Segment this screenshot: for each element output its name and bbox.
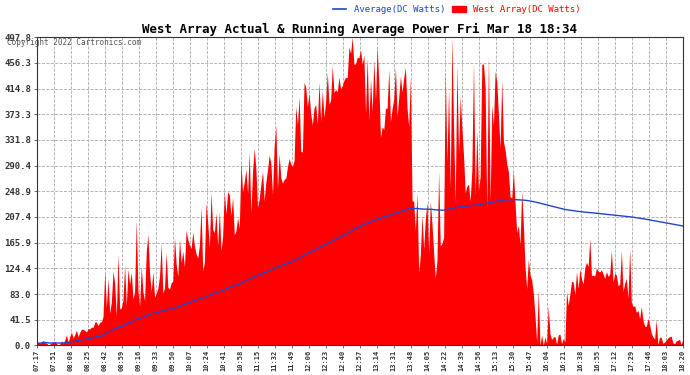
Legend: Average(DC Watts), West Array(DC Watts): Average(DC Watts), West Array(DC Watts)	[329, 2, 584, 18]
Title: West Array Actual & Running Average Power Fri Mar 18 18:34: West Array Actual & Running Average Powe…	[142, 23, 578, 36]
Text: Copyright 2022 Cartronics.com: Copyright 2022 Cartronics.com	[7, 38, 141, 47]
